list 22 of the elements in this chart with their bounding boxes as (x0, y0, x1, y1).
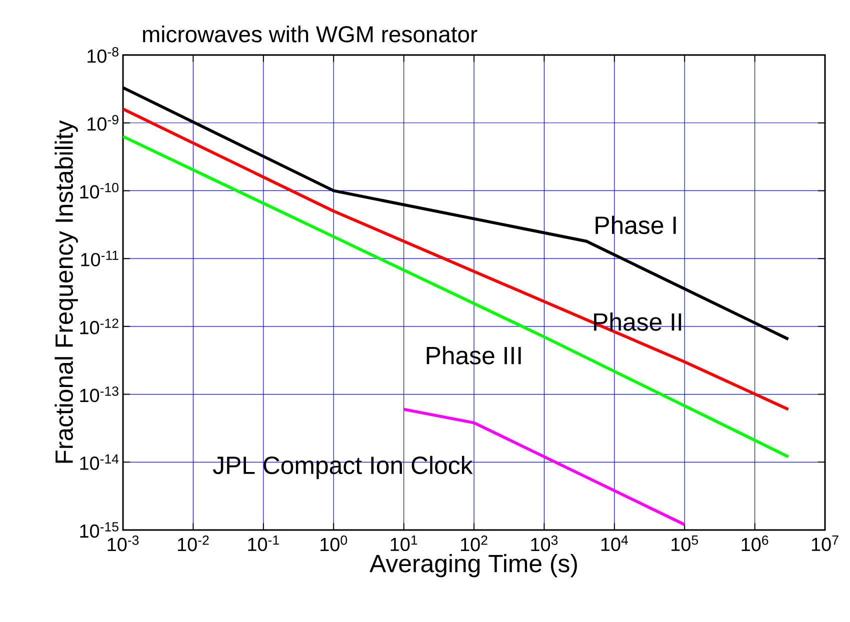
y-tick-label: 10$^{-15}$ (80, 522, 118, 538)
x-axis-title: Averaging Time (s) (370, 554, 577, 578)
chart-title: microwaves with WGM resonator (143, 26, 478, 42)
x-tick-label: 10$^{-3}$ (108, 536, 139, 552)
x-tick-label: 10$^{-1}$ (248, 536, 279, 552)
x-tick-label: 10$^{5}$ (672, 536, 698, 552)
x-tick-label: 10$^{1}$ (390, 536, 418, 552)
y-tick-label: 10$^{-12}$ (80, 318, 118, 334)
y-tick-label: 10$^{-14}$ (80, 454, 119, 470)
y-tick-label: 10$^{-10}$ (80, 182, 118, 199)
y-tick-label: 10$^{-11}$ (81, 250, 118, 266)
x-tick-label: 10$^{-2}$ (178, 536, 209, 552)
x-tick-label: 10$^{0}$ (320, 536, 348, 552)
x-tick-label: 10$^{3}$ (531, 536, 558, 552)
x-tick-label: 10$^{2}$ (460, 536, 488, 552)
y-tick-label: 10$^{-8}$ (88, 47, 118, 63)
x-tick-label: 10$^{7}$ (812, 536, 838, 552)
y-tick-label: 10$^{-13}$ (80, 386, 118, 402)
y-tick-label: 10$^{-9}$ (88, 115, 118, 131)
y-axis-title: Fractional Frequency Instability (54, 120, 78, 463)
x-tick-label: 10$^{6}$ (742, 536, 768, 552)
x-tick-label: 10$^{4}$ (601, 536, 628, 552)
